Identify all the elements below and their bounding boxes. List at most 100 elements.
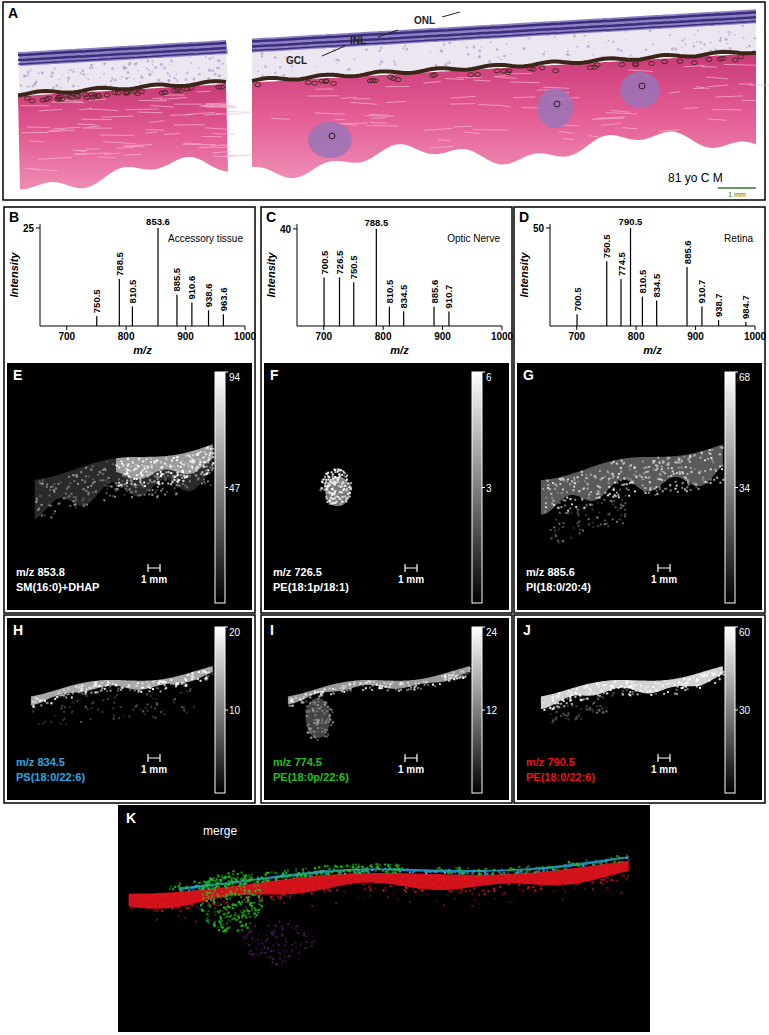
cell (488, 60, 491, 63)
image-background (264, 618, 509, 800)
pixel (147, 482, 149, 484)
pixel (600, 479, 602, 481)
pixel (157, 495, 159, 497)
pixel (107, 683, 109, 685)
pixel (338, 485, 340, 487)
pixel (126, 480, 128, 482)
cell (208, 69, 211, 72)
pixel (181, 682, 183, 684)
chart-title: Optic Nerve (447, 233, 500, 244)
vessel (717, 57, 723, 61)
colorbar-tick-label: 3 (486, 483, 492, 494)
pixel (124, 473, 126, 475)
pixel (558, 542, 560, 544)
cell (274, 56, 277, 59)
fiber (145, 132, 157, 134)
pixel (620, 479, 622, 481)
pixel (88, 499, 90, 501)
peak-label: 810.5 (637, 269, 648, 293)
pixel (85, 467, 87, 469)
pixel (58, 692, 60, 694)
pixel (596, 493, 598, 495)
pixel (350, 488, 352, 490)
pixel (110, 486, 112, 488)
cell (218, 74, 221, 77)
cell (103, 73, 105, 75)
fiber (385, 86, 409, 87)
pixel (698, 472, 700, 474)
pixel (50, 721, 52, 723)
pixel (36, 500, 38, 502)
sample-label: 81 yo C M (668, 171, 723, 185)
pixel (596, 516, 598, 518)
peak (448, 311, 449, 326)
pixel (189, 470, 191, 472)
pixel (583, 509, 585, 511)
pixel (46, 486, 48, 488)
pixel (135, 486, 137, 488)
fiber (204, 114, 221, 116)
pixel (571, 512, 573, 514)
cell (140, 76, 143, 79)
pixel (550, 529, 552, 531)
pixel (621, 484, 623, 486)
peak-label: 750.5 (601, 234, 612, 258)
cell (279, 66, 282, 69)
fiber (29, 169, 57, 170)
pixel (140, 479, 142, 481)
pixel (189, 690, 191, 692)
fiber (82, 119, 113, 121)
pixel (164, 681, 166, 683)
vessel (123, 91, 129, 95)
pixel (326, 485, 328, 487)
pixel (332, 489, 334, 491)
pixel (86, 695, 88, 697)
pixel (158, 483, 160, 485)
pixel (158, 682, 160, 684)
pixel (165, 458, 167, 460)
fiber (97, 157, 116, 158)
pixel (184, 710, 186, 712)
pixel (326, 492, 328, 494)
pixel (183, 475, 185, 477)
pixel (604, 492, 606, 494)
pixel (164, 476, 166, 478)
pixel (160, 490, 162, 492)
cell (715, 48, 717, 50)
pixel (581, 471, 583, 473)
pixel (171, 481, 173, 483)
pixel (64, 706, 66, 708)
cell (119, 79, 120, 80)
pixel (151, 494, 153, 496)
pixel (183, 709, 185, 711)
x-tick (442, 326, 443, 330)
pixel (334, 469, 336, 471)
pixel (176, 682, 178, 684)
pixel (685, 466, 687, 468)
pixel (336, 469, 338, 471)
pixel (592, 526, 594, 528)
cell (157, 78, 160, 81)
cell (447, 62, 448, 63)
cell (588, 41, 589, 42)
pixel (176, 459, 178, 461)
pixel (331, 503, 333, 505)
pixel (106, 684, 108, 686)
pixel (705, 481, 707, 483)
pixel (116, 485, 118, 487)
pixel (160, 691, 162, 693)
fiber (315, 89, 333, 90)
pixel (685, 477, 687, 479)
pixel (624, 502, 626, 504)
cell (85, 77, 86, 78)
pixel (341, 474, 343, 476)
peak (157, 228, 158, 326)
pixel (166, 491, 168, 493)
pixel (623, 478, 625, 480)
y-tick-label: 25 (23, 223, 35, 234)
pixel (115, 684, 117, 686)
fiber (207, 106, 236, 108)
pixel (61, 705, 63, 707)
cell (748, 45, 751, 48)
cell (430, 51, 431, 52)
